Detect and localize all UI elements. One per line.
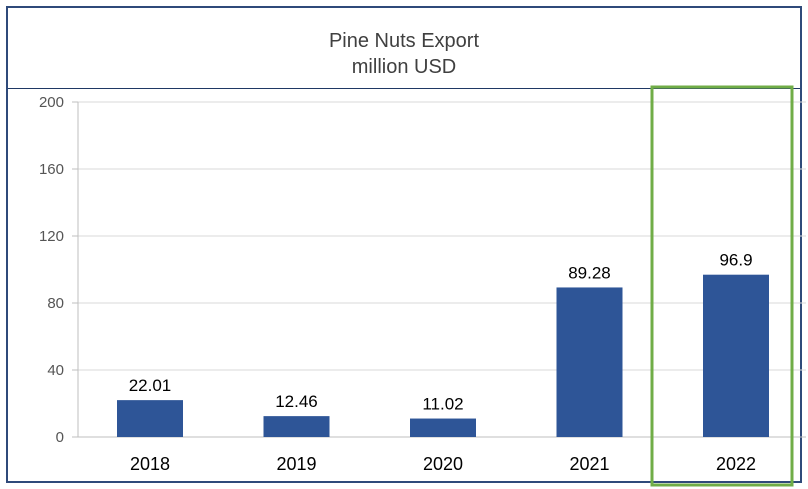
bar-2020 (410, 418, 476, 437)
x-tick-label-2020: 2020 (423, 454, 463, 474)
data-label-2021: 89.28 (568, 263, 611, 282)
data-label-2018: 22.01 (129, 376, 172, 395)
x-tick-label-2021: 2021 (569, 454, 609, 474)
x-tick-label-2018: 2018 (130, 454, 170, 474)
data-label-2019: 12.46 (275, 392, 318, 411)
data-label-2022: 96.9 (719, 251, 752, 270)
y-tick-label: 80 (47, 295, 64, 312)
chart-title: Pine Nuts Export (328, 30, 480, 52)
bar-2018 (117, 400, 183, 437)
bar-2021 (556, 287, 623, 437)
bar-2022 (703, 274, 769, 437)
y-tick-label: 40 (47, 362, 64, 379)
y-tick-label: 160 (39, 161, 64, 178)
y-tick-label: 0 (56, 429, 64, 446)
x-tick-label-2022: 2022 (716, 454, 756, 474)
data-label-2020: 11.02 (422, 395, 463, 414)
chart-title-area: Pine Nuts Export million USD (8, 8, 800, 89)
x-tick-label-2019: 2019 (276, 454, 316, 474)
bar-2019 (263, 416, 330, 437)
highlight-box-2022 (650, 85, 794, 487)
chart-subtitle: million USD (351, 56, 457, 78)
y-tick-label: 120 (39, 228, 64, 245)
y-tick-label: 200 (39, 94, 64, 111)
